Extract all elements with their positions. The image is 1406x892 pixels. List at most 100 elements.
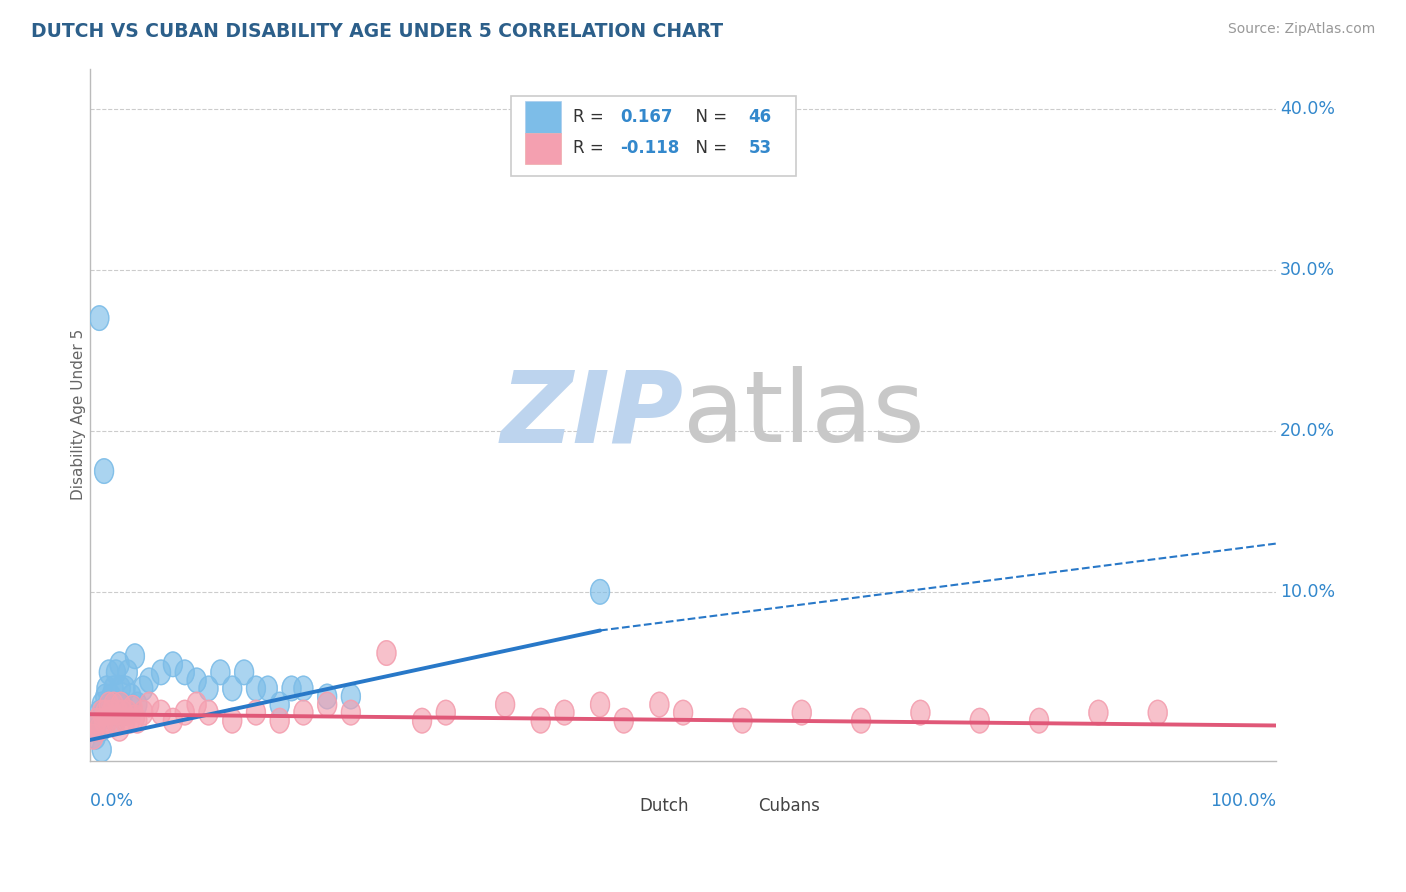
Ellipse shape bbox=[222, 676, 242, 701]
Ellipse shape bbox=[98, 708, 117, 733]
Ellipse shape bbox=[93, 738, 111, 762]
Ellipse shape bbox=[152, 700, 170, 725]
Ellipse shape bbox=[970, 708, 990, 733]
Ellipse shape bbox=[90, 716, 108, 741]
Ellipse shape bbox=[436, 700, 456, 725]
Ellipse shape bbox=[93, 692, 111, 717]
Ellipse shape bbox=[246, 700, 266, 725]
Ellipse shape bbox=[90, 700, 108, 725]
Ellipse shape bbox=[111, 692, 131, 717]
Ellipse shape bbox=[318, 684, 336, 709]
Ellipse shape bbox=[176, 700, 194, 725]
Ellipse shape bbox=[555, 700, 574, 725]
Ellipse shape bbox=[100, 692, 118, 717]
Ellipse shape bbox=[222, 708, 242, 733]
Ellipse shape bbox=[125, 705, 145, 730]
Text: Cubans: Cubans bbox=[758, 797, 820, 815]
Ellipse shape bbox=[104, 692, 124, 717]
Ellipse shape bbox=[97, 676, 115, 701]
Text: 10.0%: 10.0% bbox=[1279, 582, 1336, 601]
Ellipse shape bbox=[283, 676, 301, 701]
Ellipse shape bbox=[163, 652, 183, 677]
Ellipse shape bbox=[614, 708, 633, 733]
Ellipse shape bbox=[108, 700, 128, 725]
Ellipse shape bbox=[259, 676, 277, 701]
Ellipse shape bbox=[122, 684, 141, 709]
Ellipse shape bbox=[94, 700, 114, 725]
Ellipse shape bbox=[246, 676, 266, 701]
Ellipse shape bbox=[911, 700, 929, 725]
Ellipse shape bbox=[128, 708, 146, 733]
Ellipse shape bbox=[93, 700, 111, 725]
Text: R =: R = bbox=[572, 139, 609, 157]
Ellipse shape bbox=[200, 676, 218, 701]
Ellipse shape bbox=[1149, 700, 1167, 725]
Text: 0.167: 0.167 bbox=[620, 108, 672, 126]
Ellipse shape bbox=[650, 692, 669, 717]
Ellipse shape bbox=[118, 660, 138, 685]
Ellipse shape bbox=[187, 668, 207, 693]
Ellipse shape bbox=[93, 716, 111, 741]
Ellipse shape bbox=[118, 700, 138, 725]
Ellipse shape bbox=[270, 708, 290, 733]
Text: 30.0%: 30.0% bbox=[1279, 260, 1336, 279]
Ellipse shape bbox=[96, 700, 115, 725]
Ellipse shape bbox=[115, 676, 135, 701]
FancyBboxPatch shape bbox=[718, 794, 748, 820]
Text: DUTCH VS CUBAN DISABILITY AGE UNDER 5 CORRELATION CHART: DUTCH VS CUBAN DISABILITY AGE UNDER 5 CO… bbox=[31, 22, 723, 41]
Ellipse shape bbox=[128, 692, 146, 717]
Ellipse shape bbox=[115, 700, 135, 725]
Text: N =: N = bbox=[686, 139, 738, 157]
Text: 100.0%: 100.0% bbox=[1211, 792, 1277, 810]
Text: Source: ZipAtlas.com: Source: ZipAtlas.com bbox=[1227, 22, 1375, 37]
Ellipse shape bbox=[294, 676, 314, 701]
Ellipse shape bbox=[89, 708, 108, 733]
Ellipse shape bbox=[84, 724, 103, 749]
FancyBboxPatch shape bbox=[526, 102, 561, 133]
Ellipse shape bbox=[86, 724, 105, 749]
Ellipse shape bbox=[101, 684, 121, 709]
Ellipse shape bbox=[86, 716, 104, 741]
Ellipse shape bbox=[94, 708, 114, 733]
Ellipse shape bbox=[110, 716, 129, 741]
FancyBboxPatch shape bbox=[510, 96, 796, 176]
Ellipse shape bbox=[115, 708, 135, 733]
Ellipse shape bbox=[318, 692, 336, 717]
Ellipse shape bbox=[531, 708, 550, 733]
Ellipse shape bbox=[792, 700, 811, 725]
Ellipse shape bbox=[496, 692, 515, 717]
Ellipse shape bbox=[235, 660, 253, 685]
Ellipse shape bbox=[100, 660, 118, 685]
Text: 0.0%: 0.0% bbox=[90, 792, 134, 810]
Ellipse shape bbox=[98, 692, 117, 717]
Ellipse shape bbox=[294, 700, 314, 725]
Text: -0.118: -0.118 bbox=[620, 139, 679, 157]
FancyBboxPatch shape bbox=[526, 133, 561, 164]
Ellipse shape bbox=[270, 692, 290, 717]
Ellipse shape bbox=[377, 640, 396, 665]
Ellipse shape bbox=[163, 708, 183, 733]
Text: Dutch: Dutch bbox=[640, 797, 689, 815]
Text: ZIP: ZIP bbox=[501, 367, 683, 463]
Ellipse shape bbox=[101, 700, 121, 725]
Ellipse shape bbox=[111, 676, 131, 701]
Ellipse shape bbox=[187, 692, 207, 717]
Ellipse shape bbox=[412, 708, 432, 733]
Ellipse shape bbox=[121, 708, 139, 733]
Ellipse shape bbox=[673, 700, 693, 725]
Ellipse shape bbox=[96, 684, 115, 709]
Text: 40.0%: 40.0% bbox=[1279, 100, 1334, 118]
Ellipse shape bbox=[124, 696, 142, 720]
Text: 20.0%: 20.0% bbox=[1279, 422, 1336, 440]
Ellipse shape bbox=[200, 700, 218, 725]
Ellipse shape bbox=[852, 708, 870, 733]
FancyBboxPatch shape bbox=[600, 794, 630, 820]
Text: 53: 53 bbox=[748, 139, 772, 157]
Ellipse shape bbox=[134, 676, 153, 701]
Ellipse shape bbox=[342, 684, 360, 709]
Ellipse shape bbox=[152, 660, 170, 685]
Ellipse shape bbox=[1088, 700, 1108, 725]
Ellipse shape bbox=[107, 708, 125, 733]
Ellipse shape bbox=[107, 708, 125, 733]
Ellipse shape bbox=[342, 700, 360, 725]
